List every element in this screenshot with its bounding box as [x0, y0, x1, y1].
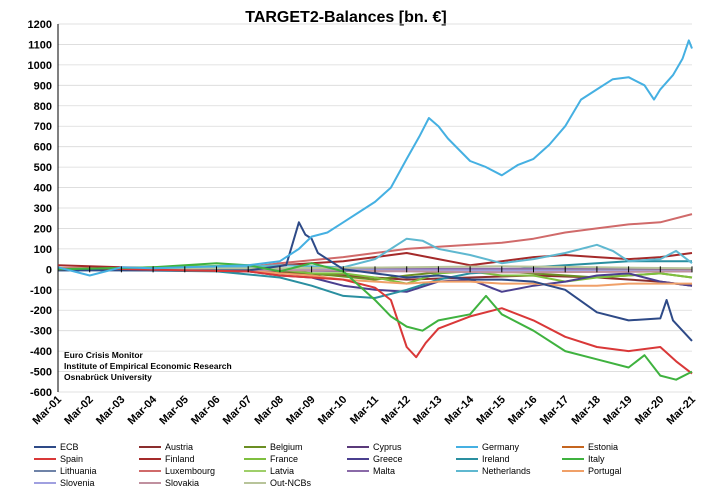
legend-label: Belgium — [270, 442, 303, 452]
legend-label: Estonia — [588, 442, 618, 452]
legend-label: Luxembourg — [165, 466, 215, 476]
series-line-ecb — [58, 221, 693, 342]
y-tick-label: -100 — [30, 285, 52, 297]
source-note-line: Osnabrück University — [64, 372, 152, 382]
y-tick-label: 600 — [34, 142, 52, 154]
series-line-germany — [57, 39, 693, 277]
series-line-luxembourg — [57, 213, 693, 271]
series-line-italy — [57, 262, 693, 381]
y-tick-label: 1200 — [28, 19, 52, 31]
legend-label: Germany — [482, 442, 520, 452]
legend-label: Greece — [373, 454, 403, 464]
y-tick-label: 700 — [34, 121, 52, 133]
legend-label: Slovenia — [60, 478, 95, 488]
legend-label: Portugal — [588, 466, 622, 476]
chart-title: TARGET2-Balances [bn. €] — [245, 9, 447, 26]
legend-label: Out-NCBs — [270, 478, 312, 488]
legend-label: Cyprus — [373, 442, 402, 452]
y-tick-label: 100 — [34, 244, 52, 256]
y-tick-label: -600 — [30, 387, 52, 399]
series-line-netherlands — [57, 237, 693, 272]
x-tick-label: Mar-05 — [157, 394, 191, 428]
series-layer — [57, 39, 693, 381]
x-tick-label: Mar-13 — [411, 394, 445, 428]
y-axis-ticks: -600 -500 -400 -300 -200 -100 0 100 200 300 400 500… — [28, 19, 52, 399]
x-tick-label: Mar-03 — [94, 394, 128, 428]
x-tick-label: Mar-10 — [316, 394, 350, 428]
series-line-ireland — [57, 260, 692, 299]
source-note-line: Institute of Empirical Economic Research — [64, 361, 232, 371]
legend-label: Finland — [165, 454, 195, 464]
legend-label: Netherlands — [482, 466, 531, 476]
x-tick-label: Mar-12 — [379, 394, 413, 428]
legend-label: Italy — [588, 454, 605, 464]
legend-label: France — [270, 454, 298, 464]
legend-label: Lithuania — [60, 466, 97, 476]
legend-label: Slovakia — [165, 478, 199, 488]
series-line-finland — [57, 252, 693, 270]
legend-label: Austria — [165, 442, 193, 452]
legend-label: Malta — [373, 466, 395, 476]
x-tick-label: Mar-06 — [189, 394, 223, 428]
x-tick-label: Mar-19 — [601, 394, 635, 428]
y-tick-label: 900 — [34, 80, 52, 92]
x-tick-label: Mar-08 — [252, 394, 286, 428]
legend-label: ECB — [60, 442, 79, 452]
x-tick-label: Mar-11 — [348, 394, 381, 427]
source-note-line: Euro Crisis Monitor — [64, 350, 144, 360]
x-tick-label: Mar-02 — [62, 394, 96, 428]
y-tick-label: -500 — [30, 367, 52, 379]
x-tick-label: Mar-20 — [633, 394, 667, 428]
legend-label: Spain — [60, 454, 83, 464]
y-tick-label: 500 — [34, 162, 52, 174]
x-tick-label: Mar-09 — [284, 394, 318, 428]
series-line-out-ncbs — [57, 265, 693, 271]
y-tick-label: 400 — [34, 183, 52, 195]
grid-layer — [57, 23, 692, 393]
x-tick-label: Mar-17 — [538, 394, 572, 428]
x-tick-label: Mar-18 — [569, 394, 603, 428]
series-line-spain — [57, 267, 693, 375]
legend-label: Ireland — [482, 454, 510, 464]
y-tick-label: 1000 — [28, 60, 52, 72]
y-tick-label: 300 — [34, 203, 52, 215]
legend: ECB Austria Belgium Cyprus Germany Estonia Spa… — [34, 442, 622, 488]
x-tick-label: Mar-16 — [506, 394, 540, 428]
y-tick-label: 800 — [34, 101, 52, 113]
x-tick-label: Mar-21 — [665, 394, 699, 428]
x-tick-label: Mar-14 — [443, 393, 477, 427]
y-tick-label: 0 — [46, 264, 52, 276]
y-tick-label: -200 — [30, 305, 52, 317]
legend-label: Latvia — [270, 466, 294, 476]
y-tick-label: -400 — [30, 346, 52, 358]
y-tick-label: 1100 — [28, 39, 52, 51]
series-line-portugal — [57, 268, 692, 287]
x-tick-label: Mar-07 — [221, 394, 255, 428]
y-tick-label: -300 — [30, 326, 52, 338]
y-tick-label: 200 — [34, 223, 52, 235]
x-tick-label: Mar-15 — [474, 394, 508, 428]
x-tick-label: Mar-04 — [126, 393, 160, 427]
